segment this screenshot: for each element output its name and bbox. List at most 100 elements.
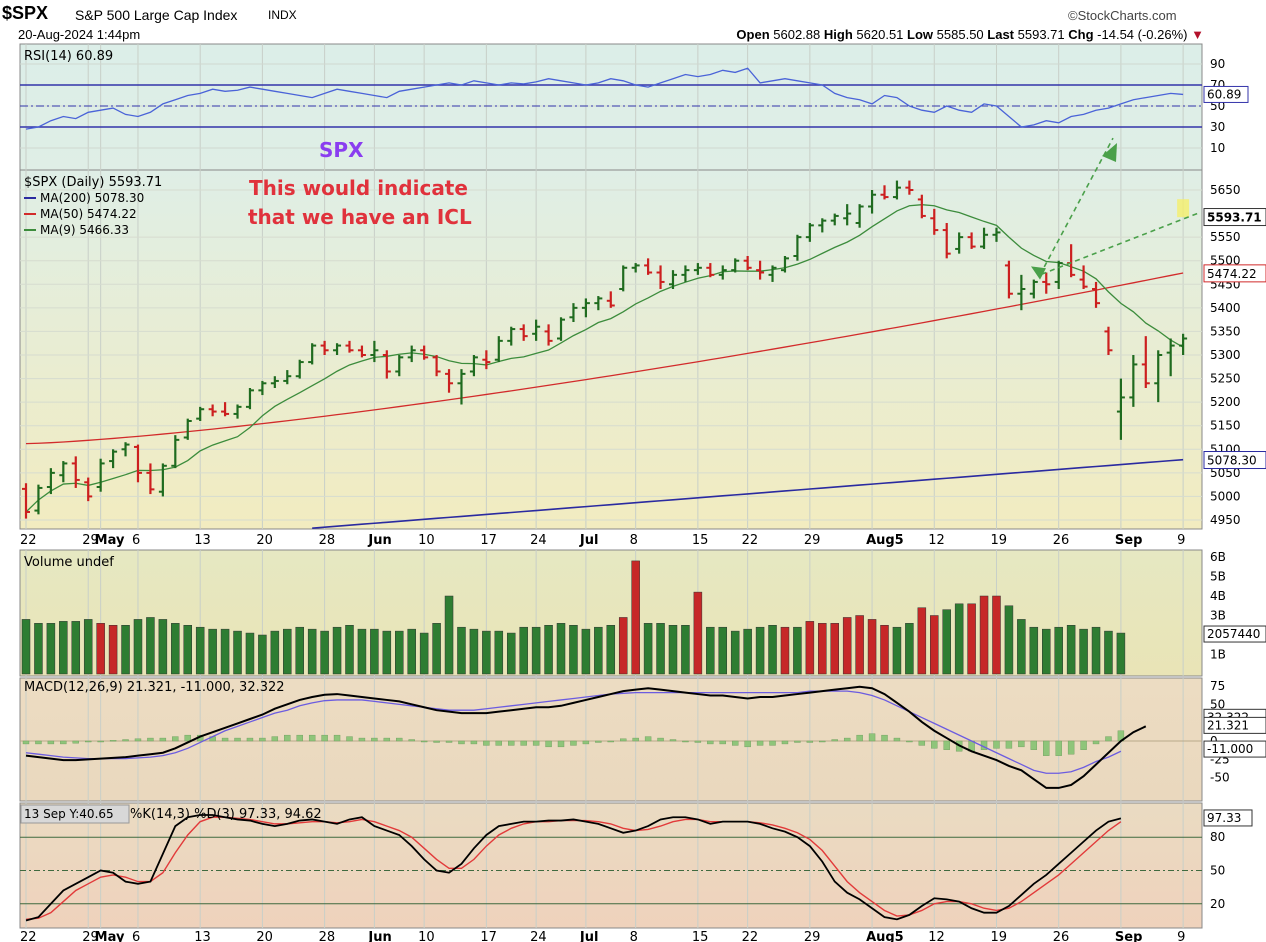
macd-histogram-bar <box>508 740 515 746</box>
volume-bar <box>469 628 479 675</box>
ohlc-bar <box>905 180 914 195</box>
volume-tag: 2057440 <box>1207 627 1260 641</box>
ohlc-bar <box>1166 338 1175 377</box>
price-tick-label: 5000 <box>1210 489 1241 503</box>
macd-histogram-bar <box>918 740 926 746</box>
ohlc-bar <box>395 355 404 377</box>
price-x-tick-label: 28 <box>319 533 336 548</box>
low-value: 5585.50 <box>936 27 984 42</box>
volume-bar <box>892 626 902 675</box>
icl-annotation-line1: This would indicate <box>249 176 468 200</box>
macd-histogram-bar <box>831 739 838 742</box>
macd-histogram-bar <box>993 740 1000 749</box>
bottom-x-tick-label: 28 <box>319 930 336 942</box>
macd-histogram-bar <box>234 737 241 742</box>
price-x-tick-label: 12 <box>928 533 945 548</box>
ohlc-bar <box>619 265 628 292</box>
volume-bar <box>967 603 976 675</box>
volume-bar <box>121 625 130 675</box>
price-tick-label: 5550 <box>1210 230 1241 244</box>
volume-bar <box>718 626 728 675</box>
volume-bar <box>867 619 877 675</box>
ohlc-bar <box>59 461 68 483</box>
ohlc-bar <box>818 218 827 233</box>
ohlc-bar <box>768 265 777 282</box>
price-x-tick-label: 29 <box>82 533 99 548</box>
macd-histogram-bar <box>159 737 167 742</box>
ohlc-bar <box>407 345 416 363</box>
macd-histogram-bar <box>296 734 303 742</box>
volume-bar <box>855 615 864 675</box>
volume-bar <box>1079 628 1088 675</box>
macd-histogram-bar <box>582 740 590 745</box>
macd-histogram-bar <box>620 738 627 742</box>
macd-histogram-bar <box>333 734 341 742</box>
macd-histogram-bar <box>1018 740 1025 748</box>
macd-histogram-bar <box>719 740 726 745</box>
price-x-tick-label: 20 <box>256 533 273 548</box>
ohlc-bar <box>370 340 379 363</box>
ohlc-bar <box>606 291 615 308</box>
macd-tag: 21.321 <box>1207 718 1249 732</box>
macd-histogram-bar <box>470 740 478 745</box>
ohlc-bar <box>892 180 901 200</box>
macd-histogram-bar <box>781 740 789 745</box>
volume-bar <box>1054 626 1063 675</box>
ohlc-bar <box>1104 326 1113 355</box>
ohlc-bar <box>283 370 292 385</box>
ma50-tag-box <box>1203 264 1266 283</box>
macd-histogram-bar <box>943 740 950 751</box>
ohlc-bar <box>743 256 752 271</box>
price-x-tick-label: May <box>95 533 125 548</box>
ohlc-bar <box>308 343 317 365</box>
price-tick-label: 5650 <box>1210 183 1241 197</box>
price-x-tick-label: 10 <box>418 533 435 548</box>
price-tick-label: 5250 <box>1210 372 1241 386</box>
macd-histogram-bar <box>1067 740 1075 755</box>
volume-bar <box>842 617 852 675</box>
ohlc-bar <box>1141 336 1150 388</box>
volume-bar <box>444 595 454 675</box>
ohlc-bar <box>830 213 839 226</box>
macd-histogram-bar <box>868 733 876 742</box>
low-label: Low <box>907 27 934 42</box>
ohlc-bar <box>868 190 877 214</box>
ohlc-bar <box>656 265 665 289</box>
macd-histogram-bar <box>769 740 776 746</box>
price-x-tick-label: 24 <box>530 533 547 548</box>
macd-histogram-bar <box>259 737 266 742</box>
bottom-x-tick-label: 22 <box>742 930 759 942</box>
copyright-label: ©StockCharts.com <box>1068 8 1177 23</box>
volume-bar <box>618 617 628 675</box>
ohlc-bar <box>805 223 814 242</box>
macd-histogram-bar <box>1092 740 1100 745</box>
ohlc-bar <box>432 355 441 377</box>
volume-bar <box>158 619 168 675</box>
macd-histogram-bar <box>495 740 502 746</box>
volume-bar <box>432 623 441 675</box>
projection-arrow-down <box>1039 212 1198 276</box>
macd-histogram-bar <box>570 740 577 746</box>
volume-bar <box>320 630 329 675</box>
volume-bar <box>793 626 802 675</box>
price-panel-bg <box>19 169 1203 530</box>
volume-bar <box>880 625 889 675</box>
ohlc-bar <box>581 298 590 318</box>
ohlc-bar <box>96 458 105 492</box>
volume-bar <box>643 623 653 675</box>
open-value: 5602.88 <box>773 27 821 42</box>
volume-bar <box>805 621 815 675</box>
price-x-tick-label: Jun <box>367 533 391 548</box>
bottom-x-tick-label: Jul <box>579 930 599 942</box>
macd-histogram-bar <box>284 734 291 742</box>
macd-histogram-bar <box>321 734 328 742</box>
macd-panel-bg <box>19 677 1203 802</box>
macd-histogram-bar <box>707 740 714 745</box>
volume-bar <box>208 628 217 675</box>
stochastic-legend: %K(14,3) %D(3) 97.33, 94.62 <box>130 807 322 822</box>
volume-bar <box>930 615 939 675</box>
volume-bar <box>1017 619 1026 675</box>
macd-histogram-bar <box>669 739 677 742</box>
ma200-line <box>312 458 1184 529</box>
